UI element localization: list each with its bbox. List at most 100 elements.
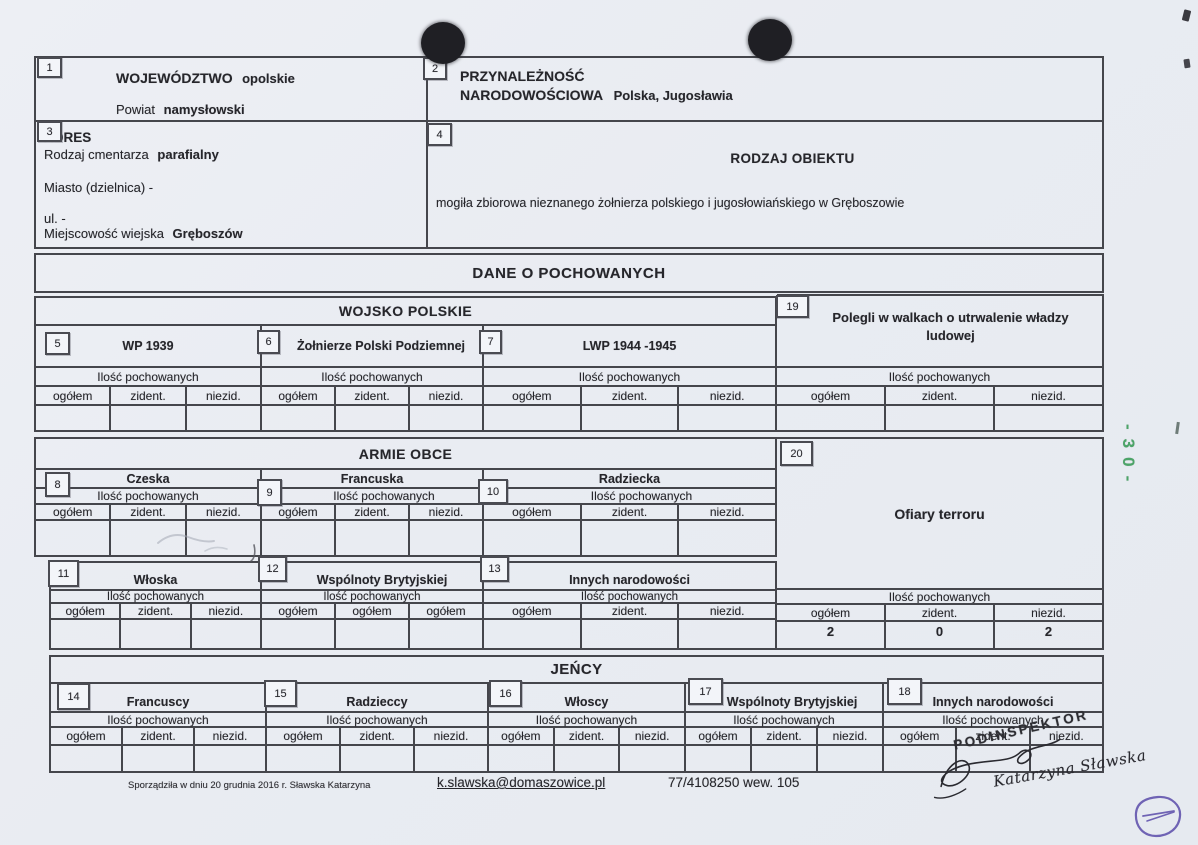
ilosc-header: Ilość pochowanych: [777, 366, 1102, 385]
ogolem-header: ogółem: [334, 604, 408, 618]
group-wp1939-label: WP 1939: [122, 339, 174, 353]
group-wp1939: WP 1939: [36, 326, 260, 366]
group-zolnierze-podziemnej-label: Żołnierze Polski Podziemnej: [296, 339, 466, 353]
data-cell-empty: [267, 746, 339, 771]
ogolem-header: ogółem: [512, 388, 552, 403]
data-cell-empty: [119, 620, 189, 648]
data-group: [482, 406, 775, 430]
group-francuska: Francuska: [260, 470, 482, 487]
handwritten-signature: [933, 738, 1061, 799]
scan-speck: [1175, 421, 1180, 435]
box20-label: Ofiary terroru: [894, 505, 985, 522]
box20-data-row: 2 0 2: [777, 620, 1102, 648]
miejscowosc-value: Gręboszów: [172, 226, 243, 241]
data-group: [260, 406, 482, 430]
ilosc-header: Ilość pochowanych: [106, 590, 205, 603]
armie-subheader-row: ogółem zident. niezid. ogółem zident. ni…: [36, 503, 775, 519]
plate-20: 20: [780, 441, 813, 466]
ilosc-header: Ilość pochowanych: [265, 713, 487, 727]
data-group: [482, 620, 775, 648]
data-group: [487, 746, 684, 771]
ogolem-header: ogółem: [810, 388, 851, 403]
armie-obce-title-row: ARMIE OBCE: [36, 439, 775, 468]
data-cell-empty: [579, 620, 678, 648]
data-cell-empty: [334, 620, 408, 648]
data-cell-empty: [193, 746, 265, 771]
zident-header: zident.: [579, 604, 678, 618]
ogolem-header: ogółem: [408, 604, 482, 618]
data-cell-empty: [816, 746, 882, 771]
niezid-header: niezid.: [677, 604, 775, 618]
niezid-header: niezid.: [184, 387, 260, 404]
data-cell-empty: [677, 406, 775, 430]
niezid-header: niezid.: [408, 387, 482, 404]
powiat-label: Powiat: [116, 102, 156, 117]
data-group: [36, 406, 260, 430]
group-wspolnoty-brytyjskiej: Wspólnoty Brytyjskiej: [260, 563, 482, 589]
box19-table: Polegli w walkach o utrwalenie władzy lu…: [777, 294, 1104, 432]
zident-header: zident.: [121, 728, 193, 744]
group-radzieccy: Radzieccy: [265, 684, 487, 711]
data-cell-empty: [36, 521, 109, 555]
data-group: [51, 746, 265, 771]
group-wloska: Włoska: [51, 563, 260, 589]
subheader-group: ogółem zident. niezid.: [265, 728, 487, 744]
wojsko-data-row: [36, 404, 775, 430]
subheader-group-box12: ogółem ogółem ogółem: [260, 604, 482, 618]
ilosc-header: Ilość pochowanych: [107, 712, 209, 727]
subheader-group: ogółem zident. niezid.: [882, 728, 1102, 744]
data-cell-empty: [489, 746, 553, 771]
ilosc-header: Ilość pochowanych: [260, 591, 482, 603]
dane-o-pochowanych-bar: DANE O POCHOWANYCH: [34, 253, 1104, 293]
data-cell-empty: [262, 406, 334, 430]
data-cell-empty: [677, 521, 775, 555]
zident-header: zident.: [579, 505, 678, 519]
wojsko-subheader-row: ogółem zident. niezid. ogółem zident. ni…: [36, 385, 775, 404]
row2-data-row: [51, 618, 775, 648]
wojsko-polskie-table: WOJSKO POLSKIE WP 1939 Żołnierze Polski …: [34, 296, 777, 432]
armie-ilosc-row: Ilość pochowanych Ilość pochowanych Iloś…: [36, 487, 775, 503]
ogolem-header: ogółem: [899, 729, 940, 743]
group-francuska-label: Francuska: [340, 471, 404, 486]
data-cell-empty: [121, 746, 193, 771]
niezid-header: niezid.: [677, 505, 775, 519]
subheader-group: ogółem zident. niezid.: [482, 604, 775, 618]
group-wspolnoty-brytyjskiej-jency: Wspólnoty Brytyjskiej: [684, 684, 882, 711]
zident-header: zident.: [109, 505, 184, 519]
subheader-group: ogółem zident. niezid.: [487, 728, 684, 744]
data-cell-empty: [408, 521, 482, 555]
pen-circle-mark: [1134, 795, 1182, 838]
subheader-group: ogółem zident. niezid.: [260, 505, 482, 519]
armie-obce-table: ARMIE OBCE Czeska Francuska Radziecka Il…: [34, 437, 777, 557]
data-cell-empty: [109, 521, 184, 555]
plate-12: 12: [258, 556, 287, 582]
data-cell-empty: [36, 406, 109, 430]
jency-title-row: JEŃCY: [51, 657, 1102, 682]
plate-13: 13: [480, 556, 509, 582]
data-cell-empty: [750, 746, 816, 771]
zident-header: zident.: [334, 505, 408, 519]
data-cell-empty: [993, 406, 1102, 430]
data-cell-empty: [408, 620, 482, 648]
niezid-header: niezid.: [993, 605, 1102, 620]
zident-header: zident.: [750, 728, 816, 744]
data-cell-empty: [413, 746, 487, 771]
ogolem-header: ogółem: [283, 729, 323, 743]
data-cell-empty: [339, 746, 413, 771]
data-cell-empty: [484, 406, 580, 430]
ogolem-header: ogółem: [278, 388, 318, 403]
group-radziecka: Radziecka: [482, 470, 775, 487]
group-wloscy-label: Włoscy: [564, 695, 609, 709]
row2-subheader-row: ogółem zident. niezid. ogółem ogółem ogó…: [51, 602, 775, 618]
data-group: [684, 746, 882, 771]
group-wloscy: Włoscy: [487, 684, 684, 711]
subheader-group: ogółem zident. niezid.: [482, 387, 775, 404]
scan-speck: [1181, 9, 1192, 22]
data-cell-empty: [677, 620, 775, 648]
data-group: [482, 521, 775, 555]
miejscowosc-line: Miejscowość wiejska Gręboszów: [44, 226, 243, 241]
plate-11: 11: [48, 560, 79, 587]
ogolem-header: ogółem: [512, 604, 552, 618]
wojewodztwo-value: opolskie: [242, 71, 295, 86]
zident-header: zident.: [339, 728, 413, 744]
